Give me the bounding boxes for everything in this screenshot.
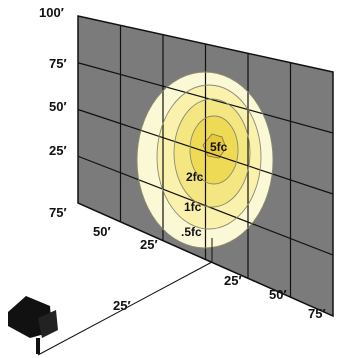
contour-label-05fc: .5fc [181, 225, 202, 239]
throw-distance-label: 25′ [113, 298, 131, 313]
wall-label-25: 25′ [49, 143, 67, 158]
beam-hotspot [202, 133, 227, 159]
contour-lines [136, 71, 274, 249]
contour-outline-05 [136, 71, 274, 249]
grid-row-line [77, 108, 334, 195]
grid-row-line [77, 155, 334, 256]
spotlight-icon [8, 296, 58, 354]
floor-right-label-50: 50′ [269, 287, 287, 302]
grid-row-line [77, 62, 334, 134]
floor-left-label-75: 75′ [49, 205, 67, 220]
wall-grid [77, 25, 334, 298]
contour-outline-2 [173, 98, 251, 208]
wall-label-100: 100′ [39, 5, 64, 20]
contour-label-5fc: 5fc [210, 140, 228, 154]
contour-outline-1 [156, 84, 262, 230]
contour-label-2fc: 2fc [186, 170, 204, 184]
wall-label-50: 50′ [49, 99, 67, 114]
fixture-front [38, 310, 58, 338]
floor-left-label-25: 25′ [140, 237, 158, 252]
contour-outline-5 [189, 115, 239, 185]
floor-right-label-75: 75′ [308, 306, 326, 321]
floor-edge-line [77, 202, 334, 317]
throw-line-diagonal [37, 261, 213, 356]
contour-label-1fc: 1fc [184, 200, 202, 214]
fixture-yoke [36, 338, 40, 354]
floor-left-label-50: 50′ [93, 224, 111, 239]
floor-right-label-25: 25′ [224, 273, 242, 288]
wall-label-75: 75′ [49, 56, 67, 71]
